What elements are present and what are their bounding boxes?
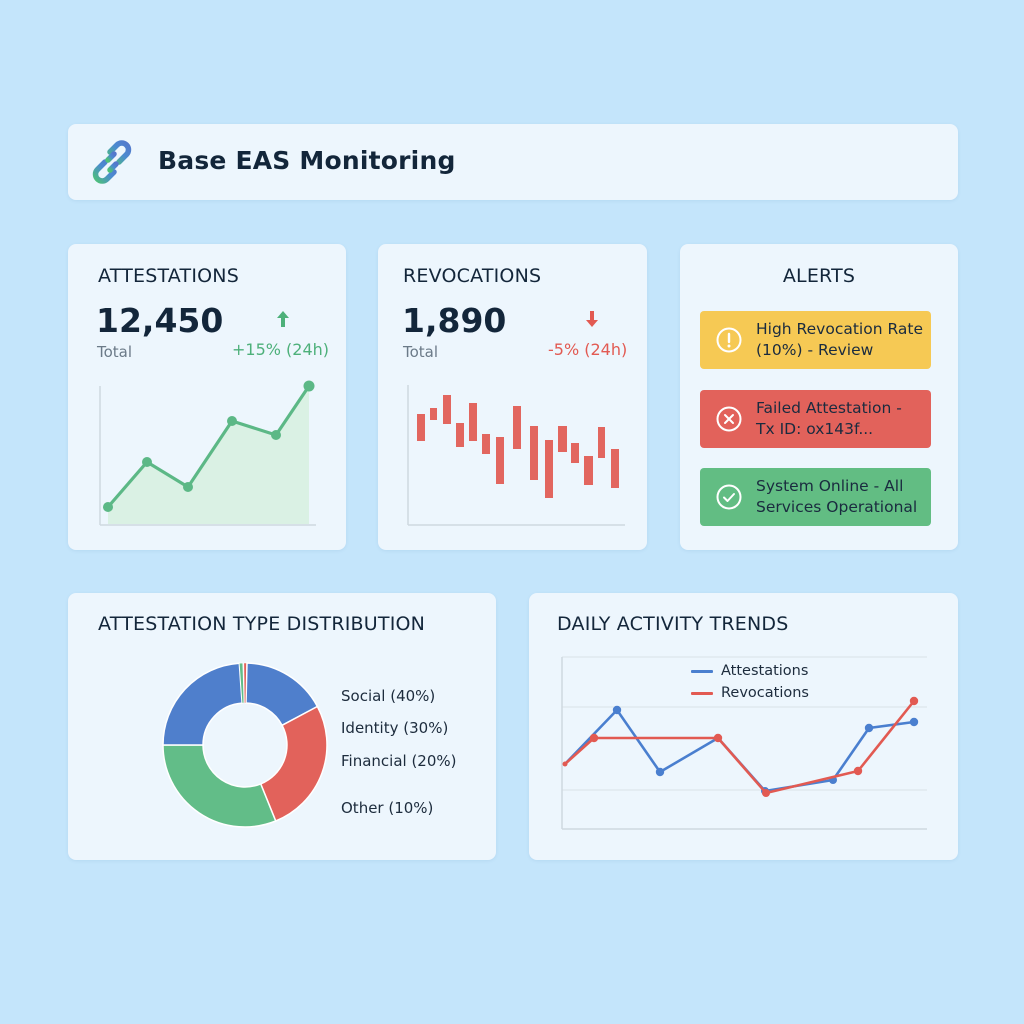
app-title: Base EAS Monitoring — [158, 146, 456, 175]
exclamation-circle-icon — [716, 327, 742, 353]
alert-high-revocation-rate[interactable]: High Revocation Rate (10%) - Review — [700, 311, 931, 369]
arrow-up-icon — [277, 311, 289, 327]
revocations-card: REVOCATIONS 1,890 Total -5% (24h) — [378, 244, 647, 550]
legend-attestations: Attestations — [691, 663, 808, 679]
alert-warning-line1: High Revocation Rate — [756, 320, 923, 338]
arrow-down-icon — [586, 311, 598, 327]
legend-revocations-label: Revocations — [721, 685, 809, 701]
attestations-sparkline — [99, 380, 316, 526]
revocations-total-label: Total — [403, 343, 439, 361]
attestations-card: ATTESTATIONS 12,450 Total +15% (24h) — [68, 244, 346, 550]
alert-success-line1: System Online - All — [756, 477, 904, 495]
revocations-total: 1,890 — [402, 301, 507, 340]
revocations-bar-chart — [407, 385, 625, 526]
alert-error-line2: Tx ID: ox143f... — [756, 420, 874, 438]
link-chain-icon — [92, 140, 132, 184]
legend-revocations-swatch — [691, 691, 713, 695]
alert-success-line2: Services Operational — [756, 498, 918, 516]
daily-trends-card: DAILY ACTIVITY TRENDS Attestations Revoc… — [529, 593, 958, 860]
alert-error-line1: Failed Attestation - — [756, 399, 902, 417]
daily-trends-line-chart — [561, 656, 927, 830]
attestations-delta: +15% (24h) — [232, 340, 330, 359]
attestations-total: 12,450 — [96, 301, 224, 340]
attestations-total-label: Total — [97, 343, 133, 361]
revocations-title: REVOCATIONS — [403, 265, 542, 287]
legend-attestations-label: Attestations — [721, 663, 809, 679]
distribution-card: ATTESTATION TYPE DISTRIBUTION Social (40… — [68, 593, 496, 860]
legend-identity: Identity (30%) — [341, 719, 449, 737]
check-circle-icon — [716, 484, 742, 510]
alerts-card: ALERTS High Revocation Rate (10%) - Revi… — [680, 244, 958, 550]
revocations-delta: -5% (24h) — [548, 340, 628, 359]
alert-system-online[interactable]: System Online - All Services Operational — [700, 468, 931, 526]
legend-attestations-swatch — [691, 669, 713, 673]
daily-trends-title: DAILY ACTIVITY TRENDS — [557, 613, 789, 635]
legend-financial: Financial (20%) — [341, 752, 457, 770]
attestations-title: ATTESTATIONS — [98, 265, 239, 287]
header-bar: Base EAS Monitoring — [68, 124, 958, 200]
distribution-donut-chart — [162, 662, 328, 828]
alerts-title: ALERTS — [782, 265, 856, 287]
legend-other: Other (10%) — [341, 799, 434, 817]
legend-revocations: Revocations — [691, 685, 809, 701]
distribution-title: ATTESTATION TYPE DISTRIBUTION — [98, 613, 426, 635]
alert-failed-attestation[interactable]: Failed Attestation - Tx ID: ox143f... — [700, 390, 931, 448]
alert-warning-line2: (10%) - Review — [756, 341, 874, 359]
legend-social: Social (40%) — [341, 687, 436, 705]
x-circle-icon — [716, 406, 742, 432]
